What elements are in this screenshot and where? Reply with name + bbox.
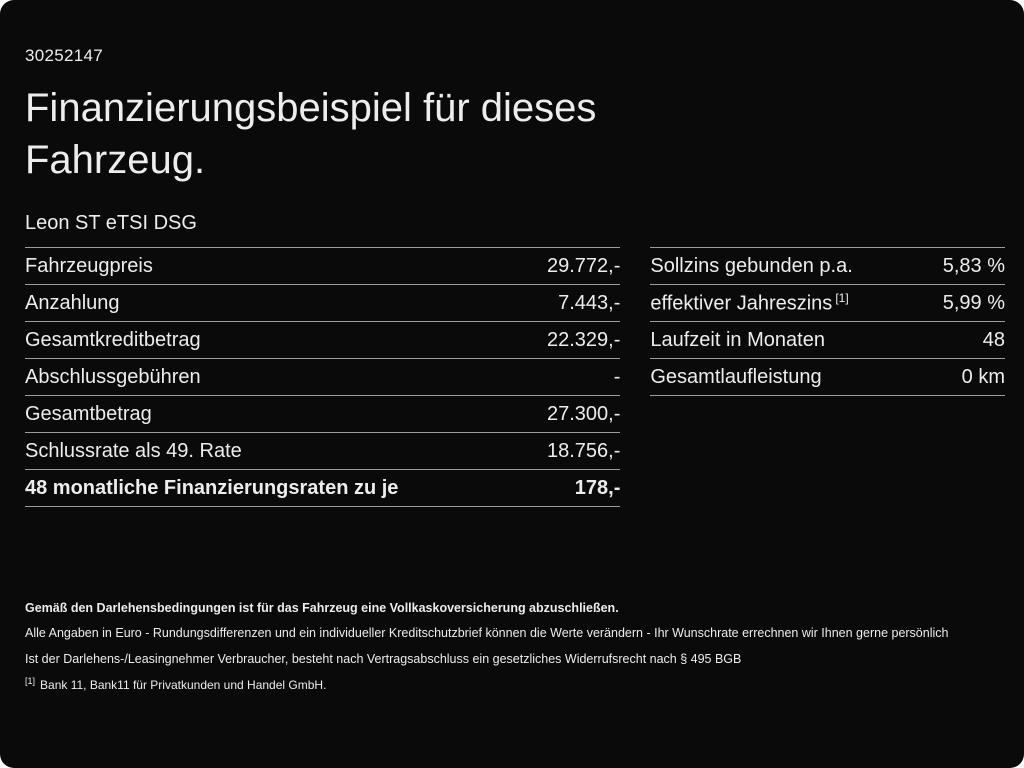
row-label: Gesamtkreditbetrag bbox=[25, 328, 201, 351]
table-row-effektiver-jahreszins: effektiver Jahreszins [1] 5,99 % bbox=[650, 285, 1005, 322]
insurance-note: Gemäß den Darlehensbedingungen ist für d… bbox=[25, 601, 619, 615]
table-row-fahrzeugpreis: Fahrzeugpreis 29.772,- bbox=[25, 248, 621, 285]
table-row-abschlussgebuehren: Abschlussgebühren - bbox=[25, 359, 621, 396]
row-value: 5,99 % bbox=[942, 291, 1005, 314]
row-label: Laufzeit in Monaten bbox=[650, 328, 825, 351]
row-label-text: effektiver Jahreszins bbox=[650, 292, 833, 315]
disclaimer-line2: Ist der Darlehens-/Leasingnehmer Verbrau… bbox=[25, 651, 742, 666]
table-row-gesamtbetrag: Gesamtbetrag 27.300,- bbox=[25, 396, 621, 433]
main-content: 30252147 Finanzierungsbeispiel für diese… bbox=[25, 46, 1005, 507]
footnote-text: Bank 11, Bank11 für Privatkunden und Han… bbox=[40, 677, 327, 692]
finance-tables: Fahrzeugpreis 29.772,- Anzahlung 7.443,-… bbox=[25, 247, 1005, 507]
row-label: Anzahlung bbox=[25, 291, 120, 314]
table-row-schlussrate: Schlussrate als 49. Rate 18.756,- bbox=[25, 433, 621, 470]
table-row-gesamtlaufleistung: Gesamtlaufleistung 0 km bbox=[650, 359, 1005, 396]
disclaimer-line1: Alle Angaben in Euro - Rundungsdifferenz… bbox=[25, 626, 949, 641]
row-value: 5,83 % bbox=[942, 254, 1005, 277]
row-value: 22.329,- bbox=[546, 328, 621, 351]
table-row-gesamtkreditbetrag: Gesamtkreditbetrag 22.329,- bbox=[25, 322, 621, 359]
page-title: Finanzierungsbeispiel für dieses Fahrzeu… bbox=[25, 82, 1005, 186]
page-title-line2: Fahrzeug. bbox=[25, 138, 206, 182]
row-value: 0 km bbox=[961, 365, 1005, 388]
footnote-ref: [1] bbox=[835, 290, 849, 305]
row-value: - bbox=[613, 365, 621, 388]
row-label: Fahrzeugpreis bbox=[25, 254, 153, 277]
table-row-sollzins: Sollzins gebunden p.a. 5,83 % bbox=[650, 248, 1005, 285]
footnote-marker: [1] bbox=[25, 675, 36, 686]
table-row-anzahlung: Anzahlung 7.443,- bbox=[25, 285, 621, 322]
row-label: 48 monatliche Finanzierungsraten zu je bbox=[25, 476, 399, 499]
row-label: Schlussrate als 49. Rate bbox=[25, 439, 242, 462]
row-value: 27.300,- bbox=[546, 402, 621, 425]
row-label: Gesamtbetrag bbox=[25, 402, 152, 425]
offer-id: 30252147 bbox=[25, 46, 104, 65]
row-value: 7.443,- bbox=[558, 291, 621, 314]
finance-table-right: Sollzins gebunden p.a. 5,83 % effektiver… bbox=[650, 247, 1005, 396]
table-row-laufzeit: Laufzeit in Monaten 48 bbox=[650, 322, 1005, 359]
row-value: 178,- bbox=[574, 476, 621, 499]
row-value: 29.772,- bbox=[546, 254, 621, 277]
finance-table-left: Fahrzeugpreis 29.772,- Anzahlung 7.443,-… bbox=[25, 247, 621, 507]
row-label: Gesamtlaufleistung bbox=[650, 365, 822, 388]
table-row-monatsrate: 48 monatliche Finanzierungsraten zu je 1… bbox=[25, 470, 621, 507]
row-label: Abschlussgebühren bbox=[25, 365, 201, 388]
row-value: 18.756,- bbox=[546, 439, 621, 462]
footer: Gemäß den Darlehensbedingungen ist für d… bbox=[25, 600, 999, 702]
vehicle-model: Leon ST eTSI DSG bbox=[25, 212, 197, 234]
footnote: [1] Bank 11, Bank11 für Privatkunden und … bbox=[25, 676, 999, 694]
row-value: 48 bbox=[982, 328, 1005, 351]
page-title-line1: Finanzierungsbeispiel für dieses bbox=[25, 86, 597, 130]
row-label: effektiver Jahreszins [1] bbox=[650, 291, 848, 316]
row-label: Sollzins gebunden p.a. bbox=[650, 254, 853, 277]
